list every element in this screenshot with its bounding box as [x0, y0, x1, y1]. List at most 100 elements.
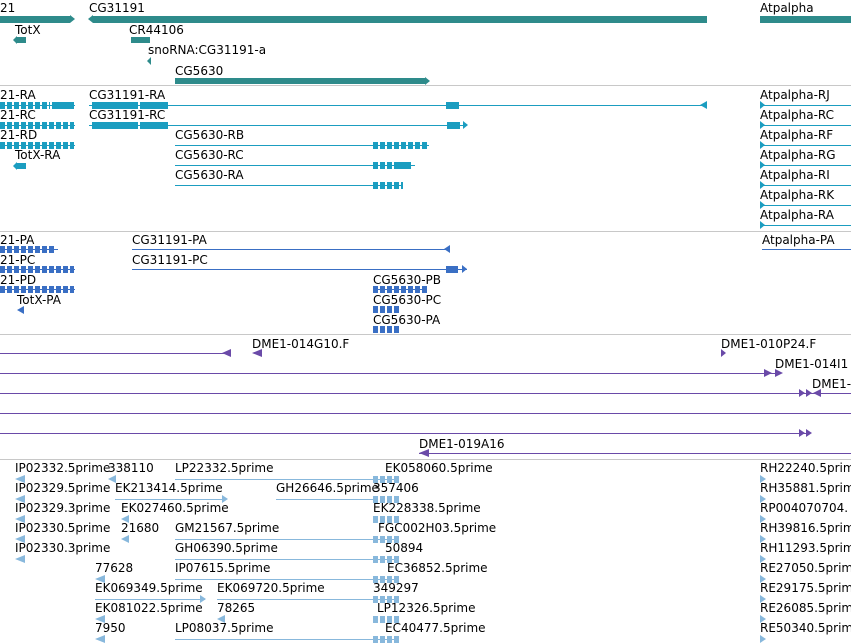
est-label[interactable]: EC36852.5prime [387, 561, 488, 575]
transcript-label[interactable]: 21-RC [0, 108, 36, 122]
gene-label[interactable]: TotX [15, 23, 41, 37]
transcript-label[interactable]: Atpalpha-RA [760, 208, 834, 222]
est-label[interactable]: EK058060.5prime [385, 461, 493, 475]
transcript-label[interactable]: Atpalpha-RG [760, 148, 836, 162]
transcript-line[interactable] [760, 185, 851, 186]
protein-label[interactable]: 21-PD [0, 273, 37, 287]
exon-bar[interactable] [17, 163, 26, 169]
est-label[interactable]: RE27050.5prime [760, 561, 851, 575]
clone-line[interactable] [419, 453, 851, 454]
est-label[interactable]: 338110 [108, 461, 154, 475]
est-label[interactable]: IP07615.5prime [175, 561, 271, 575]
est-label[interactable]: EK213414.5prime [115, 481, 223, 495]
est-label[interactable]: EC40477.5prime [385, 621, 486, 635]
est-label[interactable]: GH26646.5prime [276, 481, 379, 495]
transcript-label[interactable]: Atpalpha-RJ [760, 88, 830, 102]
gene-label[interactable]: CG31191 [89, 1, 145, 15]
clone-label[interactable]: DME1-014G10.F [252, 337, 350, 351]
est-label[interactable]: 7950 [95, 621, 126, 635]
est-label[interactable]: 77628 [95, 561, 134, 575]
est-label[interactable]: RH39816.5prime [760, 521, 851, 535]
clone-line[interactable] [0, 353, 231, 354]
gene-label[interactable]: CR44106 [129, 23, 184, 37]
transcript-label[interactable]: Atpalpha-RC [760, 108, 835, 122]
est-label[interactable]: IP02330.5prime [15, 521, 111, 535]
est-label[interactable]: RP004070704. [760, 501, 849, 515]
transcript-label[interactable]: CG5630-RC [175, 148, 244, 162]
clone-line[interactable] [0, 393, 851, 394]
clone-label[interactable]: DME1- [812, 377, 851, 391]
transcript-line[interactable] [760, 165, 851, 166]
protein-label[interactable]: CG31191-PC [132, 253, 208, 267]
clone-label[interactable]: DME1-019A16 [419, 437, 505, 451]
gene-label[interactable]: snoRNA:CG31191-a [148, 43, 267, 57]
transcript-line[interactable] [760, 145, 851, 146]
transcript-label[interactable]: CG5630-RA [175, 168, 244, 182]
est-label[interactable]: GH06390.5prime [175, 541, 278, 555]
est-line[interactable] [175, 579, 399, 580]
protein-label[interactable]: 21-PA [0, 233, 35, 247]
est-label[interactable]: RH22240.5prime [760, 461, 851, 475]
transcript-label[interactable]: Atpalpha-RI [760, 168, 830, 182]
protein-label[interactable]: CG5630-PC [373, 293, 442, 307]
transcript-line[interactable] [760, 205, 851, 206]
transcript-label[interactable]: 21-RD [0, 128, 38, 142]
est-label[interactable]: IP02329.3prime [15, 501, 111, 515]
transcript-line[interactable] [89, 105, 706, 106]
est-label[interactable]: 357406 [373, 481, 419, 495]
transcript-line[interactable] [760, 105, 851, 106]
est-label[interactable]: RE29175.5prime [760, 581, 851, 595]
est-label[interactable]: 21680 [121, 521, 160, 535]
est-label[interactable]: IP02330.3prime [15, 541, 111, 555]
est-line[interactable] [175, 479, 399, 480]
est-label[interactable]: 78265 [217, 601, 256, 615]
protein-label[interactable]: Atpalpha-PA [762, 233, 835, 247]
est-label[interactable]: EK228338.5prime [373, 501, 481, 515]
est-label[interactable]: LP08037.5prime [175, 621, 274, 635]
protein-label[interactable]: CG5630-PB [373, 273, 442, 287]
est-label[interactable]: 349297 [373, 581, 419, 595]
gene-bar[interactable] [175, 78, 425, 84]
est-label[interactable]: RH11293.5prime [760, 541, 851, 555]
est-label[interactable]: EK069720.5prime [217, 581, 325, 595]
gene-label[interactable]: Atpalpha [760, 1, 814, 15]
transcript-label[interactable]: CG31191-RC [89, 108, 166, 122]
gene-label[interactable]: 21 [0, 1, 16, 15]
protein-line[interactable] [132, 249, 450, 250]
protein-label[interactable]: 21-PC [0, 253, 36, 267]
protein-label[interactable]: TotX-PA [17, 293, 61, 307]
protein-line[interactable] [132, 269, 467, 270]
est-label[interactable]: 50894 [385, 541, 424, 555]
est-label[interactable]: RH35881.5prime [760, 481, 851, 495]
clone-line[interactable] [0, 433, 810, 434]
transcript-label[interactable]: 21-RA [0, 88, 36, 102]
gene-bar[interactable] [0, 16, 70, 23]
clone-line[interactable] [0, 413, 851, 414]
transcript-label[interactable]: CG5630-RB [175, 128, 245, 142]
est-label[interactable]: GM21567.5prime [175, 521, 280, 535]
est-line[interactable] [175, 539, 399, 540]
gene-bar[interactable] [760, 16, 851, 23]
protein-label[interactable]: CG5630-PA [373, 313, 441, 327]
transcript-label[interactable]: Atpalpha-RK [760, 188, 835, 202]
est-label[interactable]: FGC002H03.5prime [378, 521, 497, 535]
est-line[interactable] [276, 499, 376, 500]
transcript-label[interactable]: CG31191-RA [89, 88, 166, 102]
est-label[interactable]: IP02329.5prime [15, 481, 111, 495]
est-label[interactable]: EK027460.5prime [121, 501, 229, 515]
transcript-label[interactable]: Atpalpha-RF [760, 128, 834, 142]
clone-label[interactable]: DME1-014I1 [775, 357, 849, 371]
transcript-line[interactable] [175, 165, 415, 166]
transcript-line[interactable] [760, 225, 851, 226]
transcript-label[interactable]: TotX-RA [15, 148, 61, 162]
est-line[interactable] [217, 599, 399, 600]
clone-line[interactable] [0, 373, 780, 374]
est-label[interactable]: EK069349.5prime [95, 581, 203, 595]
transcript-line[interactable] [175, 145, 429, 146]
protein-line[interactable] [762, 249, 851, 250]
est-label[interactable]: LP22332.5prime [175, 461, 274, 475]
est-label[interactable]: EK081022.5prime [95, 601, 203, 615]
clone-label[interactable]: DME1-010P24.F [721, 337, 817, 351]
est-label[interactable]: RE50340.5prime [760, 621, 851, 635]
est-line[interactable] [175, 639, 399, 640]
